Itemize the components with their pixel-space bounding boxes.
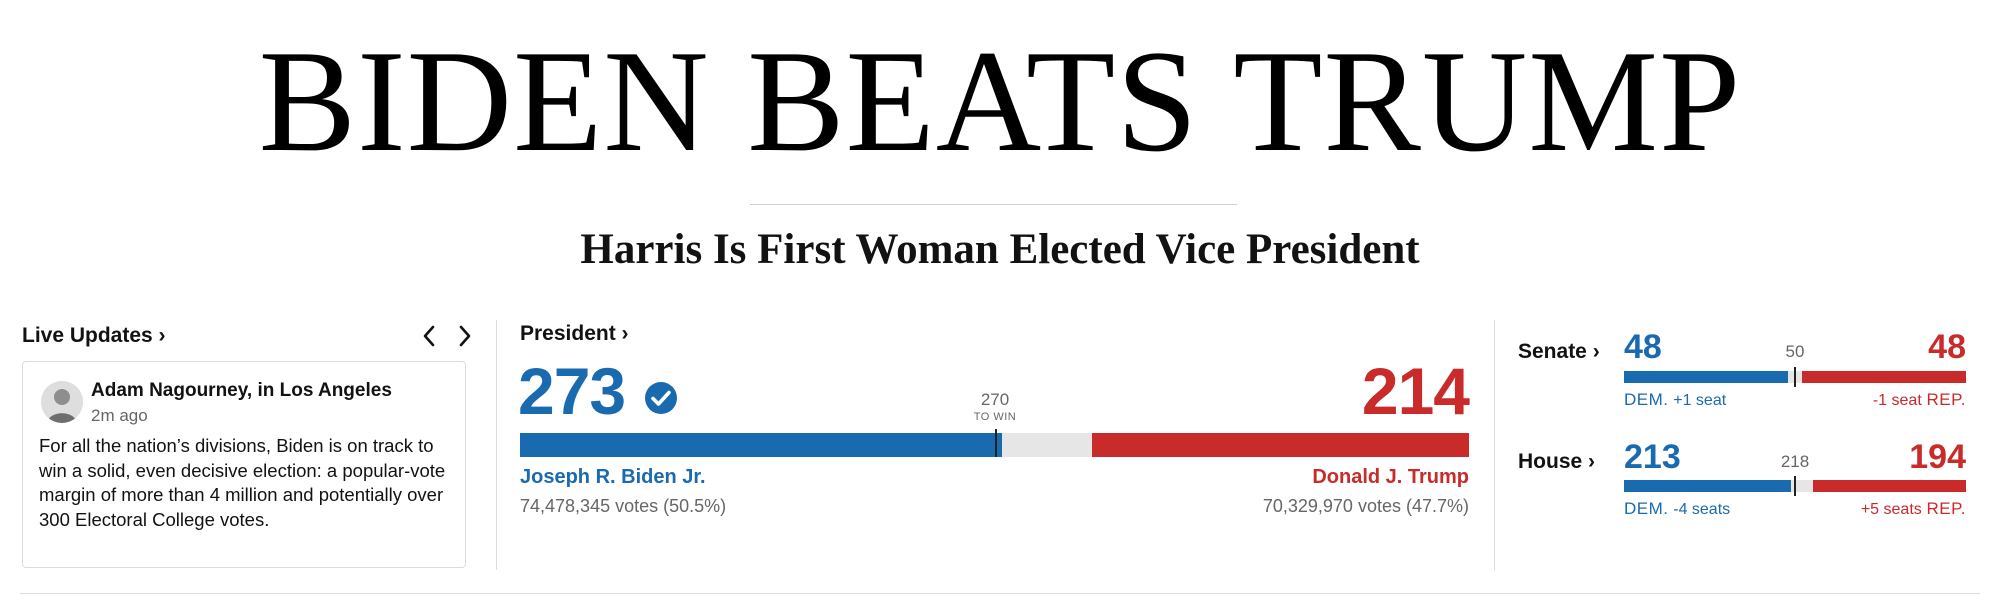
live-updates-link[interactable]: Live Updates › — [22, 324, 166, 347]
senate-rep-bar — [1802, 371, 1966, 383]
senate-rep-party: REP. — [1926, 390, 1966, 409]
live-update-card[interactable]: Adam Nagourney, in Los Angeles 2m ago Fo… — [22, 361, 466, 568]
senate-dem-party: DEM. — [1624, 390, 1669, 409]
to-win-label: TO WIN — [973, 411, 1017, 423]
house-seat-bar — [1624, 476, 1966, 496]
house-majority-number: 218 — [1780, 452, 1810, 471]
rep-electoral-votes: 214 — [1361, 354, 1470, 428]
house-dem-label: DEM. -4 seats — [1624, 499, 1730, 519]
senate-link[interactable]: Senate › — [1518, 340, 1600, 363]
author-avatar — [41, 381, 83, 423]
senate-majority-number: 50 — [1785, 342, 1805, 361]
chevron-left-icon[interactable] — [418, 322, 440, 350]
house-dem-change: -4 seats — [1673, 501, 1731, 518]
senate-rep-seats: 48 — [1928, 328, 1966, 366]
house-majority-marker — [1794, 476, 1796, 496]
senate-rep-label: -1 seat REP. — [1873, 390, 1966, 410]
senate-dem-seats: 48 — [1624, 328, 1662, 366]
senate-dem-change: +1 seat — [1673, 392, 1727, 409]
rep-popular-votes: 70,329,970 votes (47.7%) — [1262, 496, 1469, 516]
to-win-number: 270 — [980, 390, 1010, 409]
subheadline[interactable]: Harris Is First Woman Elected Vice Presi… — [580, 226, 1420, 273]
column-divider — [1494, 320, 1495, 570]
dem-candidate-name[interactable]: Joseph R. Biden Jr. — [520, 466, 706, 488]
headline[interactable]: BIDEN BEATS TRUMP — [258, 20, 1742, 182]
dem-electoral-bar — [520, 433, 1002, 457]
dem-electoral-votes: 273 — [518, 354, 626, 428]
president-link[interactable]: President › — [520, 322, 629, 345]
author-name: Adam Nagourney, in Los Angeles — [91, 380, 392, 401]
live-updates-nav — [418, 322, 476, 350]
column-divider — [496, 320, 497, 570]
house-dem-bar — [1624, 480, 1791, 492]
check-circle-icon — [643, 380, 679, 421]
rep-electoral-bar — [1092, 433, 1469, 457]
senate-rep-change: -1 seat — [1872, 392, 1922, 409]
house-link[interactable]: House › — [1518, 450, 1596, 473]
post-timestamp: 2m ago — [91, 406, 148, 425]
headline-divider — [750, 204, 1237, 205]
house-rep-label: +5 seats REP. — [1861, 499, 1966, 519]
chevron-right-icon[interactable] — [454, 322, 476, 350]
senate-majority-marker — [1794, 367, 1796, 387]
senate-dem-bar — [1624, 371, 1788, 383]
house-rep-change: +5 seats — [1860, 501, 1922, 518]
live-update-text: For all the nation’s divisions, Biden is… — [39, 435, 446, 530]
to-win-marker — [995, 429, 997, 457]
house-rep-seats: 194 — [1909, 438, 1966, 476]
senate-dem-label: DEM. +1 seat — [1624, 390, 1726, 410]
rep-candidate-name[interactable]: Donald J. Trump — [1312, 466, 1469, 488]
house-dem-party: DEM. — [1624, 499, 1669, 518]
section-bottom-rule — [20, 593, 1980, 594]
electoral-vote-bar — [520, 429, 1469, 457]
house-rep-bar — [1813, 480, 1966, 492]
dem-popular-votes: 74,478,345 votes (50.5%) — [520, 496, 727, 516]
house-rep-party: REP. — [1926, 499, 1966, 518]
house-dem-seats: 213 — [1624, 438, 1681, 476]
senate-seat-bar — [1624, 367, 1966, 387]
